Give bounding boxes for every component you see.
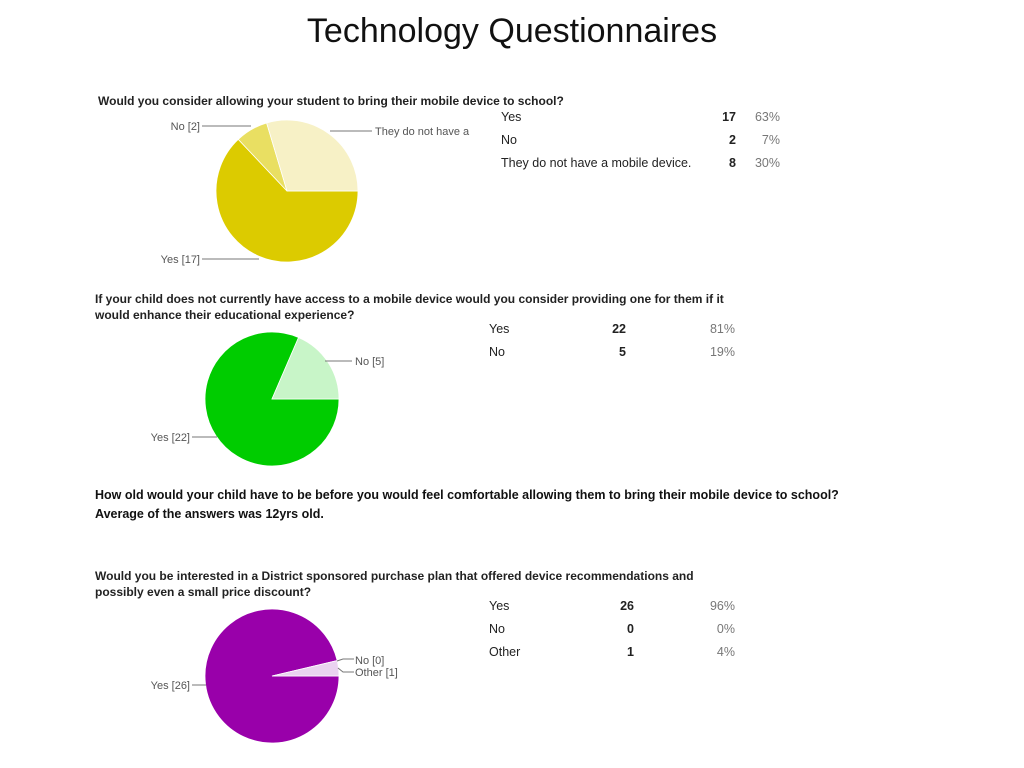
- pie-2-slice-no: [271, 336, 340, 400]
- age-question-text: How old would your child have to be befo…: [95, 488, 839, 502]
- pie-1-slice-yes: [215, 138, 359, 263]
- row-percent: 7%: [761, 132, 780, 147]
- callout-no-1: No [2]: [171, 121, 200, 133]
- pie-2-slice-yes: [204, 331, 340, 467]
- row-percent: 19%: [709, 344, 735, 359]
- row-label: No: [489, 621, 505, 636]
- table-row: Yes 22 81%: [489, 317, 735, 340]
- row-count: 17: [722, 109, 736, 124]
- callout-no-3: No [0]: [355, 655, 384, 667]
- row-label: Yes: [501, 109, 522, 124]
- row-count: 0: [627, 621, 634, 636]
- row-label: They do not have a mobile device.: [501, 155, 692, 170]
- age-question-note: How old would your child have to be befo…: [95, 486, 975, 524]
- row-percent: 30%: [754, 155, 780, 170]
- table-row: No 2 7%: [501, 128, 780, 151]
- row-count: 5: [619, 344, 626, 359]
- row-count: 8: [729, 155, 736, 170]
- row-count: 2: [729, 132, 736, 147]
- callout-yes-3: Yes [26]: [151, 680, 190, 692]
- table-row: They do not have a mobile device. 8 30%: [501, 151, 780, 174]
- callout-line-no-3: [336, 658, 354, 662]
- pie-1-slice-no-mobile: [266, 119, 359, 192]
- row-label: No: [501, 132, 517, 147]
- age-answer-text: Average of the answers was 12yrs old.: [95, 507, 324, 521]
- row-count: 1: [627, 644, 634, 659]
- row-label: No: [489, 344, 505, 359]
- table-row: Other 1 4%: [489, 640, 735, 663]
- stats-table-3: Yes 26 96% No 0 0% Other 1 4%: [489, 594, 735, 663]
- row-label: Other: [489, 644, 521, 659]
- chart-3-title: Would you be interested in a District sp…: [95, 569, 694, 599]
- row-count: 22: [612, 321, 626, 336]
- callout-no-2: No [5]: [355, 356, 384, 368]
- row-percent: 0%: [716, 621, 735, 636]
- chart-1-title: Would you consider allowing your student…: [98, 94, 564, 108]
- row-label: Yes: [489, 598, 510, 613]
- callout-other-3: Other [1]: [355, 667, 398, 679]
- stats-table-1: Yes 17 63% No 2 7% They do not have a mo…: [501, 105, 780, 174]
- stats-table-2: Yes 22 81% No 5 19%: [489, 317, 735, 363]
- row-percent: 63%: [754, 109, 780, 124]
- row-count: 26: [620, 598, 634, 613]
- chart-2-title: If your child does not currently have ac…: [95, 292, 724, 322]
- table-row: Yes 17 63%: [501, 105, 780, 128]
- table-row: No 5 19%: [489, 340, 735, 363]
- callout-yes-1: Yes [17]: [161, 254, 200, 266]
- table-row: Yes 26 96%: [489, 594, 735, 617]
- row-percent: 96%: [709, 598, 735, 613]
- callout-line-other-3: [337, 667, 354, 673]
- callout-yes-2: Yes [22]: [151, 432, 190, 444]
- row-label: Yes: [489, 321, 510, 336]
- row-percent: 81%: [709, 321, 735, 336]
- callout-no-mobile-1: They do not have a: [375, 126, 470, 138]
- table-row: No 0 0%: [489, 617, 735, 640]
- row-percent: 4%: [716, 644, 735, 659]
- slide-title: Technology Questionnaires: [306, 12, 718, 50]
